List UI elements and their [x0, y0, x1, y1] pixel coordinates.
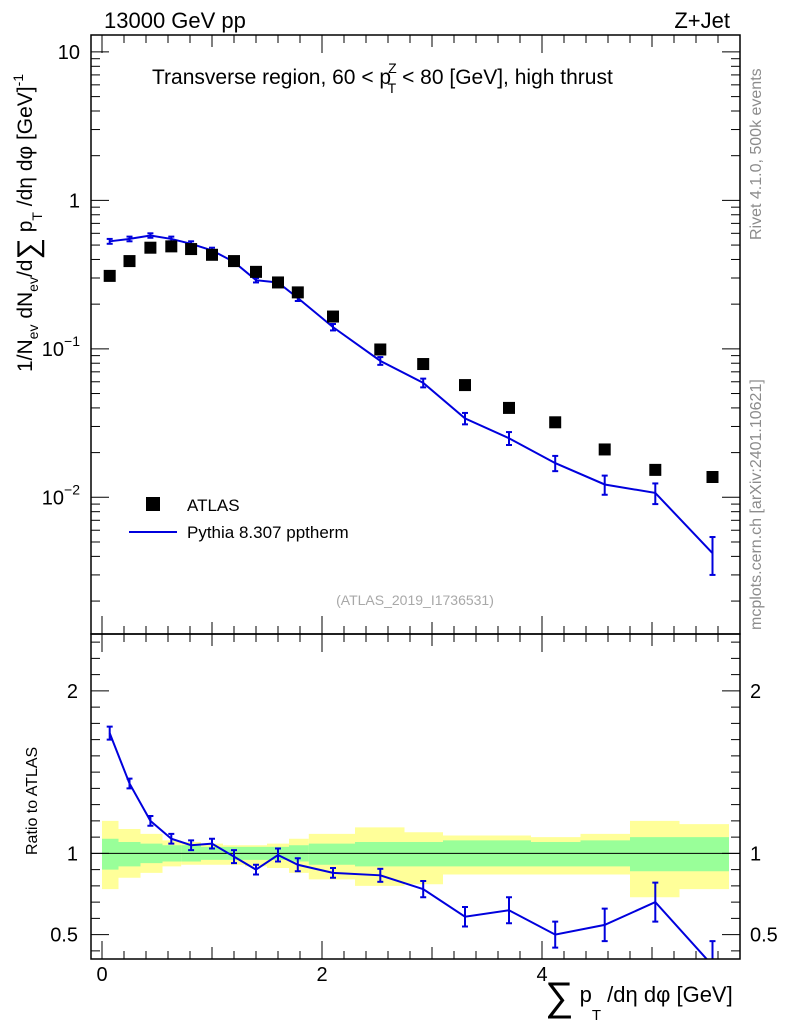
reference-label: (ATLAS_2019_I1736531)	[336, 592, 494, 608]
atlas-point	[503, 401, 515, 414]
ratio-frame	[90, 633, 741, 960]
atlas-point	[549, 416, 562, 429]
ratio-y-axis-label: Ratio to ATLAS	[24, 747, 41, 855]
atlas-point	[417, 358, 430, 371]
atlas-point	[103, 269, 116, 282]
ratio-y-tick-label-right: 0.5	[750, 925, 778, 947]
legend: ATLAS Pythia 8.307 pptherm	[129, 496, 349, 542]
ylabel-d-sub: T	[29, 212, 45, 221]
process-label: Z+Jet	[674, 8, 730, 33]
ratio-stat-band	[355, 842, 405, 867]
ylabel-a-sub: ev	[25, 325, 41, 340]
atlas-point	[706, 470, 719, 483]
ratio-data	[106, 725, 716, 959]
atlas-point	[374, 343, 387, 356]
atlas-point	[272, 276, 284, 289]
ylabel-b-sub: ev	[25, 277, 41, 292]
ratio-stat-band	[630, 837, 680, 872]
title-sup: Z	[388, 60, 397, 76]
atlas-point	[291, 286, 304, 299]
main-frame	[90, 34, 741, 635]
ratio-stat-band	[118, 842, 141, 867]
atlas-point	[185, 243, 198, 256]
ylabel-d: p	[14, 221, 37, 239]
atlas-point	[206, 248, 218, 261]
atlas-point	[144, 241, 157, 254]
title-text-pre: Transverse region, 60 < p	[152, 66, 391, 89]
ratio-bands	[91, 820, 740, 898]
ratio-y-ticks: 2 2 1 1 0.5 0.5	[50, 641, 778, 952]
tick-base: 10	[42, 487, 64, 509]
ratio-x-ticks: 0 2 4	[96, 634, 719, 986]
ratio-stat-band	[102, 838, 119, 870]
ratio-y-tick-label-left: 2	[67, 681, 78, 703]
mcplots-label: mcplots.cern.ch [arXiv:2401.10621]	[748, 379, 765, 630]
atlas-point	[327, 310, 339, 323]
ratio-y-tick-label-right: 2	[750, 681, 761, 703]
ratio-series	[106, 725, 716, 959]
ratio-stat-band	[308, 843, 355, 865]
ratio-y-tick-label-left: 0.5	[50, 925, 78, 947]
tick-exponent: −2	[64, 481, 80, 497]
ylabel-c: /d	[14, 260, 37, 278]
main-y-axis-label: 1/Nev dNev/d∑ pT /dη dφ [GeV]-1	[10, 74, 45, 372]
tick-exponent: −1	[64, 333, 80, 349]
main-y-tick-label: 10	[58, 42, 80, 64]
atlas-point	[123, 255, 136, 268]
ratio-stat-band	[679, 837, 729, 872]
main-data	[103, 232, 719, 576]
xlabel-a: p	[574, 982, 592, 1007]
title-text-post: < 80 [GeV], high thrust	[396, 66, 613, 89]
xlabel-a-sub: T	[592, 1007, 601, 1024]
rivet-label: Rivet 4.1.0, 500k events	[748, 68, 765, 240]
atlas-point	[250, 265, 262, 278]
ratio-panel: 2 2 1 1 0.5 0.5 0 2 4 Ratio to ATLAS ∑ pT /dη d…	[24, 633, 778, 1024]
main-y-tick-label: 10−2	[42, 481, 80, 509]
chart-title: Transverse region, 60 < pZ T < 80 [GeV], …	[152, 60, 613, 96]
x-tick-label: 2	[316, 964, 327, 986]
atlas-point	[228, 255, 240, 268]
energy-label: 13000 GeV pp	[104, 8, 246, 33]
main-y-tick-label: 10−1	[42, 333, 80, 361]
ylabel-a: 1/N	[14, 339, 37, 372]
atlas-point	[598, 443, 611, 456]
legend-pythia-label: Pythia 8.307 pptherm	[187, 523, 349, 542]
ratio-y-tick-label-left: 1	[67, 843, 78, 865]
atlas-point	[165, 240, 178, 253]
x-axis-label: ∑ pT /dη dφ [GeV]	[545, 975, 733, 1024]
tick-base: 10	[42, 339, 64, 361]
main-x-ticks	[101, 35, 719, 634]
ratio-stat-band	[531, 842, 581, 867]
x-tick-label: 4	[536, 964, 547, 986]
ylabel-b: dN	[14, 292, 37, 325]
ylabel-sum: ∑	[12, 238, 45, 259]
ratio-y-tick-label-right: 1	[750, 843, 761, 865]
legend-atlas-label: ATLAS	[187, 496, 240, 515]
x-tick-label: 0	[96, 964, 107, 986]
main-y-tick-label: 1	[69, 190, 80, 212]
ratio-stat-band	[404, 842, 443, 867]
xlabel-sum: ∑	[545, 975, 574, 1019]
legend-atlas-marker	[146, 497, 160, 511]
ylabel-e-sup: -1	[10, 74, 26, 87]
xlabel-b: /dη dφ [GeV]	[601, 982, 733, 1007]
atlas-point	[459, 379, 471, 392]
ylabel-e: /dη dφ [GeV]	[14, 86, 37, 212]
title-sub: T	[388, 80, 397, 96]
atlas-point	[649, 463, 662, 476]
